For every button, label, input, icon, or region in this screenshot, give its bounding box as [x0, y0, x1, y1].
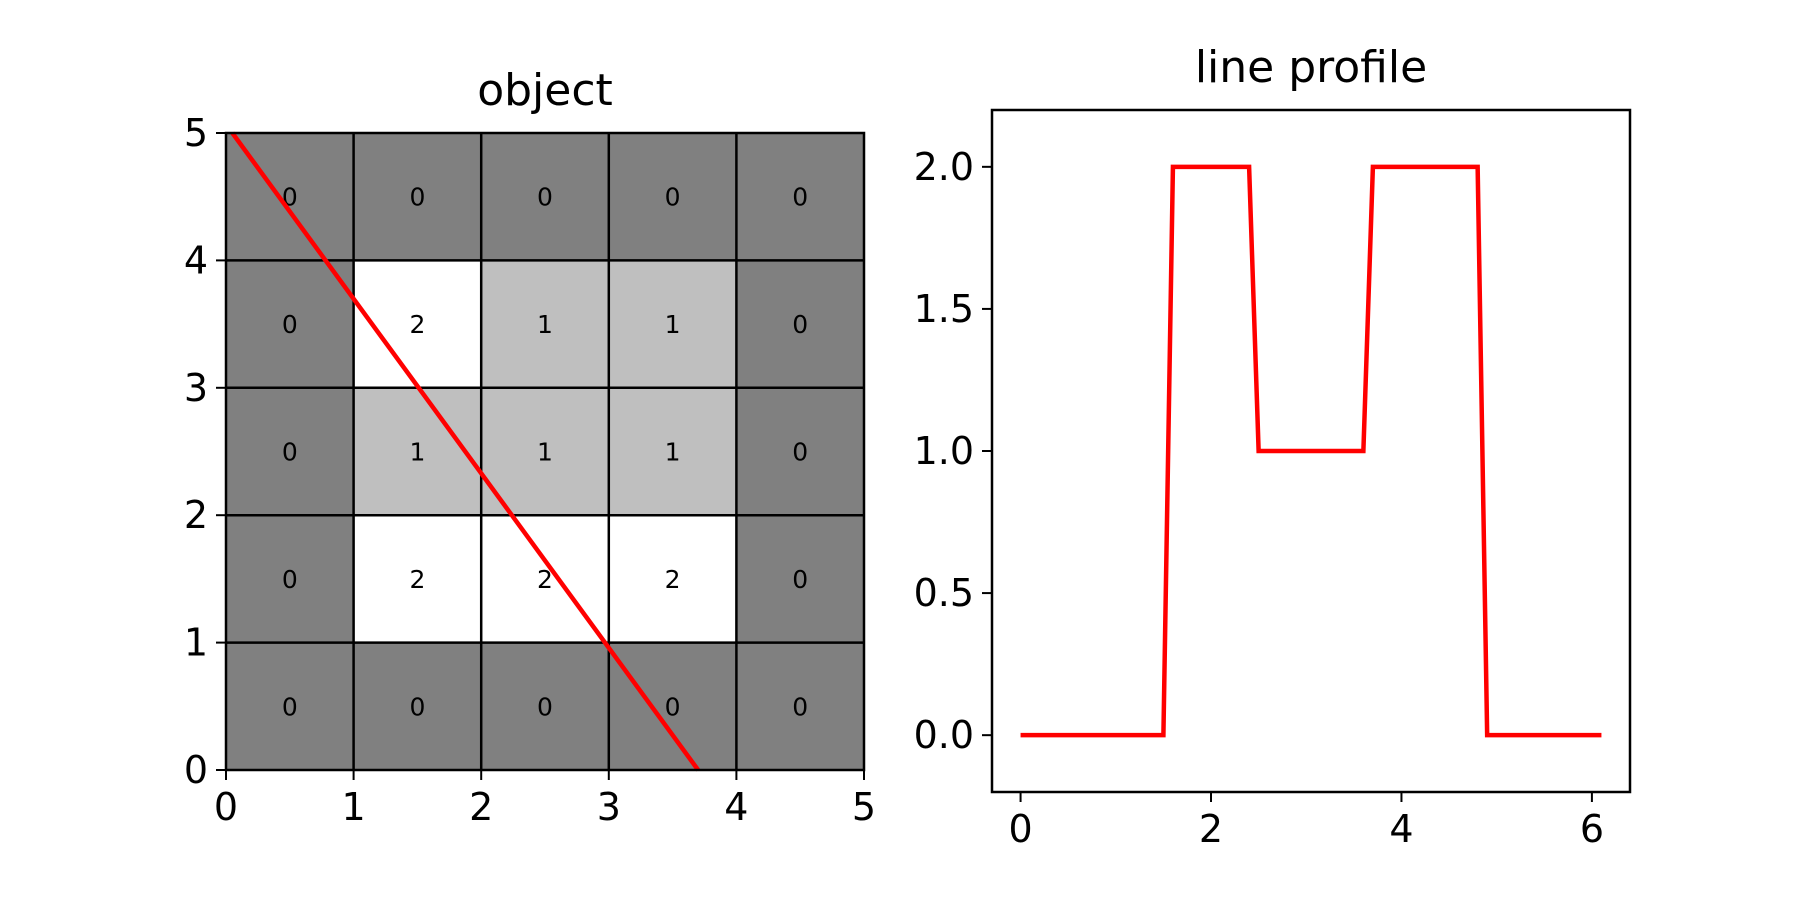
heatmap-cell [481, 133, 609, 261]
y-tick-label: 4 [184, 238, 208, 282]
x-tick-label: 4 [1389, 807, 1413, 851]
y-tick-label: 0.0 [914, 713, 974, 757]
x-tick-label: 4 [724, 785, 748, 829]
y-tick-label: 1 [184, 621, 208, 665]
x-tick-label: 2 [469, 785, 493, 829]
heatmap-cell-label: 0 [282, 438, 298, 467]
heatmap-cell-label: 1 [409, 438, 425, 467]
heatmap-cell-label: 0 [792, 310, 808, 339]
line-profile-series [1020, 164, 1602, 738]
heatmap-cell [608, 260, 737, 388]
line-profile-plot: 0 2 4 6 0.0 0.5 1.0 1.5 2.0 line profile [914, 42, 1632, 851]
heatmap-cell [353, 642, 482, 770]
heatmap-cell-labels: 0 0 0 0 00 2 1 1 00 1 1 1 00 2 2 2 00 0 0 0 0 [282, 183, 808, 722]
heatmap-gridlines [226, 133, 864, 770]
heatmap-cell [481, 642, 609, 770]
heatmap-cell [226, 642, 354, 770]
heatmap-cell [736, 515, 864, 643]
heatmap-cell-label: 0 [282, 310, 298, 339]
heatmap-cell-label: 1 [537, 438, 553, 467]
x-tick-label: 0 [214, 785, 238, 829]
y-tick-label: 3 [184, 366, 208, 410]
x-tick-label: 0 [1008, 807, 1032, 851]
heatmap-cell-label: 2 [537, 565, 553, 594]
heatmap-cell [736, 133, 864, 261]
x-tick-label: 6 [1580, 807, 1604, 851]
heatmap-cell-label: 0 [792, 183, 808, 212]
sampling-line [230, 131, 700, 772]
line-profile-series-line [1020, 164, 1602, 738]
object-plot-frame [224, 131, 866, 772]
heatmap-cell [226, 515, 354, 643]
heatmap-cell-label: 0 [409, 183, 425, 212]
heatmap-cell [608, 515, 737, 643]
heatmap-cell [226, 260, 354, 388]
heatmap-cell-label: 0 [409, 692, 425, 721]
heatmap-cell-label: 1 [665, 438, 681, 467]
heatmap-cell [481, 387, 609, 516]
heatmap-cell-label: 2 [409, 565, 425, 594]
heatmap-cell-label: 0 [282, 692, 298, 721]
heatmap-cell-label: 0 [665, 183, 681, 212]
heatmap-cell [736, 260, 864, 388]
heatmap-cell-label: 1 [665, 310, 681, 339]
heatmap-cells [226, 133, 864, 770]
line-profile-plot-title: line profile [1195, 42, 1427, 93]
heatmap-cell [608, 133, 737, 261]
x-tick-label: 2 [1199, 807, 1223, 851]
heatmap-cell [481, 260, 609, 388]
y-tick-label: 0 [184, 748, 208, 792]
heatmap-cell-label: 0 [792, 565, 808, 594]
sampling-line-segment [230, 131, 700, 772]
x-tick-label: 5 [852, 785, 876, 829]
y-tick-label: 1.5 [914, 287, 974, 331]
y-tick-label: 1.0 [914, 429, 974, 473]
heatmap-cell [353, 387, 482, 516]
heatmap-cell [226, 387, 354, 516]
heatmap-cell [736, 642, 864, 770]
y-tick-label: 2 [184, 493, 208, 537]
heatmap-cell-label: 0 [537, 183, 553, 212]
heatmap-cell-label: 0 [792, 438, 808, 467]
heatmap-cell-label: 0 [282, 565, 298, 594]
heatmap-cell-label: 0 [665, 692, 681, 721]
heatmap-cell [608, 642, 737, 770]
object-plot-title: object [477, 65, 613, 116]
heatmap-cell-label: 1 [537, 310, 553, 339]
heatmap-cell-label: 2 [409, 310, 425, 339]
heatmap-cell [353, 515, 482, 643]
y-tick-label: 5 [184, 111, 208, 155]
x-tick-label: 1 [342, 785, 366, 829]
heatmap-cell-label: 0 [537, 692, 553, 721]
heatmap-cell-label: 2 [665, 565, 681, 594]
y-tick-label: 0.5 [914, 571, 974, 615]
heatmap-cell [608, 387, 737, 516]
object-axis-ticks: 0 1 2 3 4 5 0 1 2 3 4 5 [184, 111, 876, 829]
heatmap-cell [736, 387, 864, 516]
line-profile-axis-ticks: 0 2 4 6 0.0 0.5 1.0 1.5 2.0 [914, 145, 1604, 851]
x-tick-label: 3 [597, 785, 621, 829]
y-tick-label: 2.0 [914, 145, 974, 189]
heatmap-cell-label: 0 [792, 692, 808, 721]
heatmap-cell [353, 133, 482, 261]
